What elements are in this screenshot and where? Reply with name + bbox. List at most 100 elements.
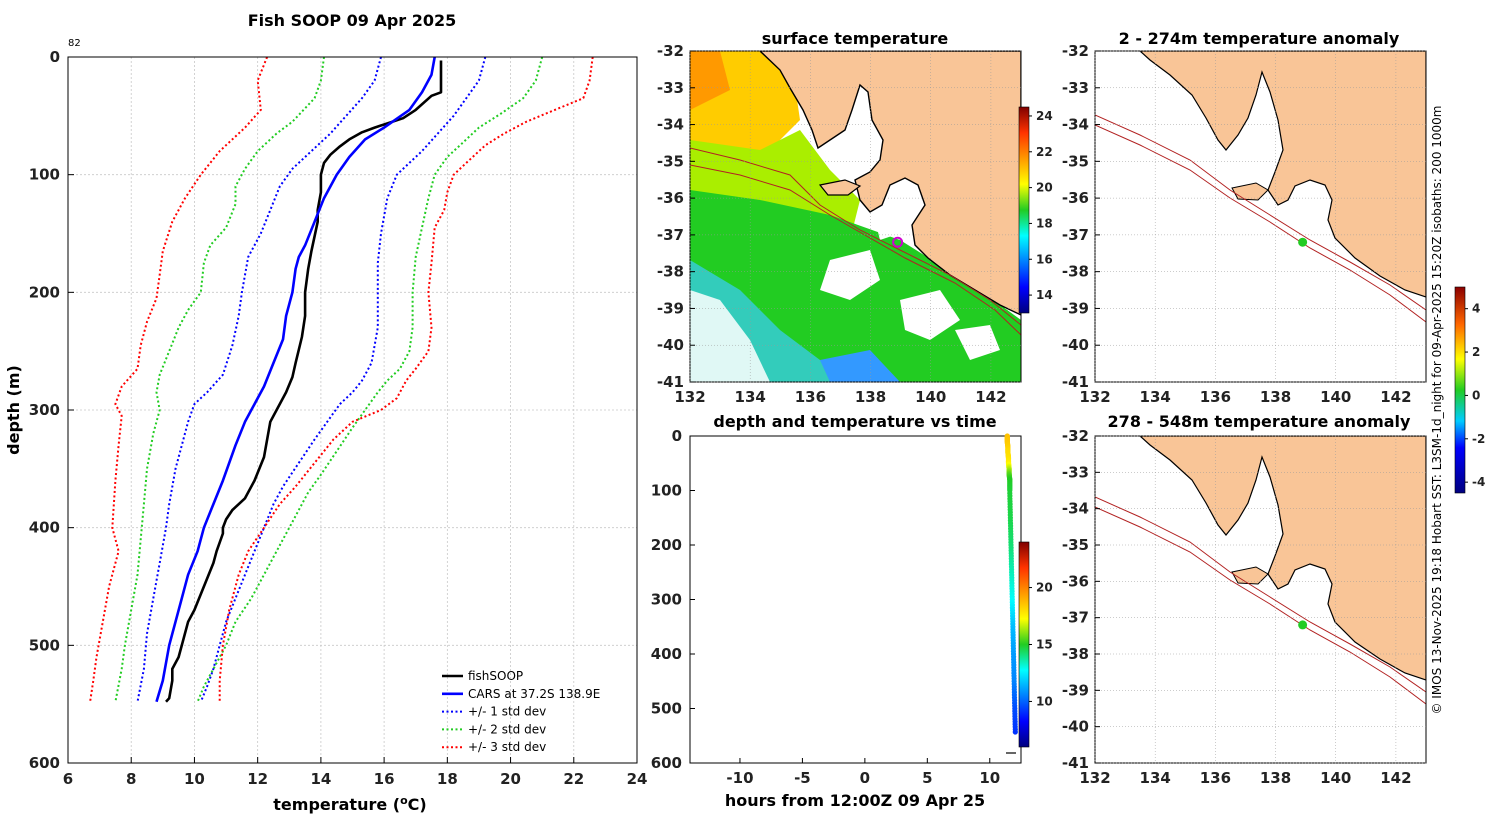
- map-y-tick-label: -33: [657, 79, 684, 97]
- sst-hot-field: [690, 51, 730, 110]
- profile-ylabel: depth (m): [4, 365, 23, 455]
- map-y-tick-label: -37: [1062, 226, 1089, 244]
- map-x-tick-label: 138: [855, 388, 886, 406]
- colorbar-tick-label: 4: [1472, 302, 1480, 316]
- depthtime-y-tick-label: 100: [651, 482, 682, 500]
- depthtime-y-tick-label: 600: [651, 754, 682, 772]
- profile-x-tick-label: 16: [374, 770, 395, 788]
- profile-series-line: [196, 57, 544, 703]
- colorbar-tick-label: 10: [1036, 694, 1053, 708]
- anomaly-deep-ticks: 132 134 136 138 140 142 -32 -33 -34 -35 -36 -37 -38 -…: [1062, 427, 1426, 787]
- map-y-tick-label: -37: [657, 226, 684, 244]
- map-x-tick-label: 132: [1079, 388, 1110, 406]
- profile-x-tick-label: 10: [184, 770, 205, 788]
- depthtime-points: [1004, 433, 1018, 735]
- map-y-tick-label: -39: [657, 299, 684, 317]
- map-x-tick-label: 140: [915, 388, 946, 406]
- profile-x-tick-label: 14: [310, 770, 331, 788]
- profile-y-tick-label: 300: [29, 401, 60, 419]
- colorbar-tick-label: -2: [1472, 432, 1485, 446]
- sst-location-marker: [892, 236, 904, 248]
- profile-series-line: [89, 57, 269, 702]
- anomaly-deep-title: 278 - 548m temperature anomaly: [1108, 412, 1411, 431]
- map-y-tick-label: -33: [1062, 463, 1089, 481]
- colorbar-tick-label: 2: [1472, 345, 1480, 359]
- sst-cloud-sw: [690, 290, 770, 382]
- map-y-tick-label: -35: [1062, 536, 1089, 554]
- depthtime-y-tick-label: 200: [651, 536, 682, 554]
- profile-x-tick-label: 6: [63, 770, 73, 788]
- profile-grid: [67, 56, 638, 764]
- anomaly-deep-isobath-1000: [1095, 506, 1426, 705]
- profile-title: Fish SOOP 09 Apr 2025: [248, 11, 457, 30]
- anomaly-shallow-isobath-1000: [1095, 124, 1426, 323]
- depthtime-y-tick-label: 300: [651, 591, 682, 609]
- depthtime-xlabel: hours from 12:00Z 09 Apr 25: [725, 791, 985, 810]
- copyright-note: © IMOS 13-Nov-2025 19:18 Hobart SST: L3S…: [1430, 105, 1444, 714]
- depthtime-x-tick-label: 10: [979, 769, 1000, 787]
- profile-y-tick-label: 500: [29, 636, 60, 654]
- anomaly-deep-land: [1139, 436, 1426, 681]
- map-x-tick-label: 134: [735, 388, 766, 406]
- map-y-tick-label: -36: [1062, 189, 1089, 207]
- depthtime-x-tick-label: -5: [794, 769, 811, 787]
- colorbar-tick-label: 15: [1036, 638, 1053, 652]
- sst-title: surface temperature: [762, 29, 949, 48]
- anomaly-deep-panel: 278 - 548m temperature anomaly 132 134 136…: [1062, 286, 1485, 787]
- colorbar-tick-label: -4: [1472, 475, 1485, 489]
- anomaly-shallow-map: [1095, 51, 1426, 382]
- map-y-tick-label: -41: [1062, 373, 1089, 391]
- map-y-tick-label: -38: [1062, 645, 1089, 663]
- legend-label: CARS at 37.2S 138.9E: [468, 687, 600, 701]
- anomaly-shallow-land: [1139, 51, 1426, 298]
- map-y-tick-label: -41: [657, 373, 684, 391]
- map-y-tick-label: -40: [657, 336, 684, 354]
- colorbar-tick-label: 20: [1036, 581, 1053, 595]
- map-y-tick-label: -34: [1062, 500, 1089, 518]
- anomaly-shallow-island: [1231, 182, 1269, 201]
- map-x-tick-label: 134: [1140, 769, 1171, 787]
- profile-x-tick-label: 18: [437, 770, 458, 788]
- map-y-tick-label: -35: [657, 152, 684, 170]
- depthtime-x-tick-label: 0: [860, 769, 870, 787]
- anomaly-colorbar-ticks: -4 -2 0 2 4: [1465, 302, 1485, 489]
- sst-colorbar-ticks: 14 16 18 20 22 24: [1029, 109, 1053, 302]
- profile-series-line: [136, 57, 382, 702]
- map-x-tick-label: 136: [795, 388, 826, 406]
- map-y-tick-label: -38: [1062, 263, 1089, 281]
- profile-y-tick-label: 400: [29, 519, 60, 537]
- profile-x-tick-label: 8: [126, 770, 136, 788]
- sst-map: [690, 51, 1021, 382]
- map-y-tick-label: -40: [1062, 336, 1089, 354]
- map-y-tick-label: -40: [1062, 718, 1089, 736]
- map-y-tick-label: -32: [1062, 42, 1089, 60]
- map-x-tick-label: 138: [1260, 769, 1291, 787]
- legend-label: +/- 1 std dev: [468, 705, 546, 719]
- sst-cloud-c: [955, 325, 1000, 360]
- anomaly-deep-map: [1095, 436, 1426, 763]
- profile-series-line: [218, 57, 594, 702]
- anomaly-shallow-panel: 2 - 274m temperature anomaly 132 134 136 13…: [1062, 29, 1427, 406]
- sst-cloud-b: [900, 290, 960, 340]
- depthtime-y-tick-label: 400: [651, 645, 682, 663]
- map-y-tick-label: -34: [657, 116, 684, 134]
- legend-label: fishSOOP: [468, 669, 523, 683]
- colorbar-tick-label: 14: [1036, 288, 1053, 302]
- profile-series-line: [165, 60, 443, 703]
- depthtime-colorbar: [1018, 541, 1030, 748]
- anomaly-shallow-title: 2 - 274m temperature anomaly: [1119, 29, 1400, 48]
- profile-x-tick-label: 12: [247, 770, 268, 788]
- map-y-tick-label: -39: [1062, 681, 1089, 699]
- map-x-tick-label: 142: [1380, 388, 1411, 406]
- map-x-tick-label: 140: [1320, 388, 1351, 406]
- map-y-tick-label: -36: [657, 189, 684, 207]
- colorbar-tick-label: 16: [1036, 252, 1053, 266]
- map-y-tick-label: -36: [1062, 572, 1089, 590]
- profile-x-tick-label: 22: [563, 770, 584, 788]
- sst-cloud-a: [820, 250, 880, 300]
- depthtime-x-tick-label: 5: [922, 769, 932, 787]
- anomaly-colorbar: [1454, 286, 1466, 494]
- anomaly-shallow-isobath-200: [1095, 114, 1426, 311]
- colorbar-tick-label: 18: [1036, 216, 1053, 230]
